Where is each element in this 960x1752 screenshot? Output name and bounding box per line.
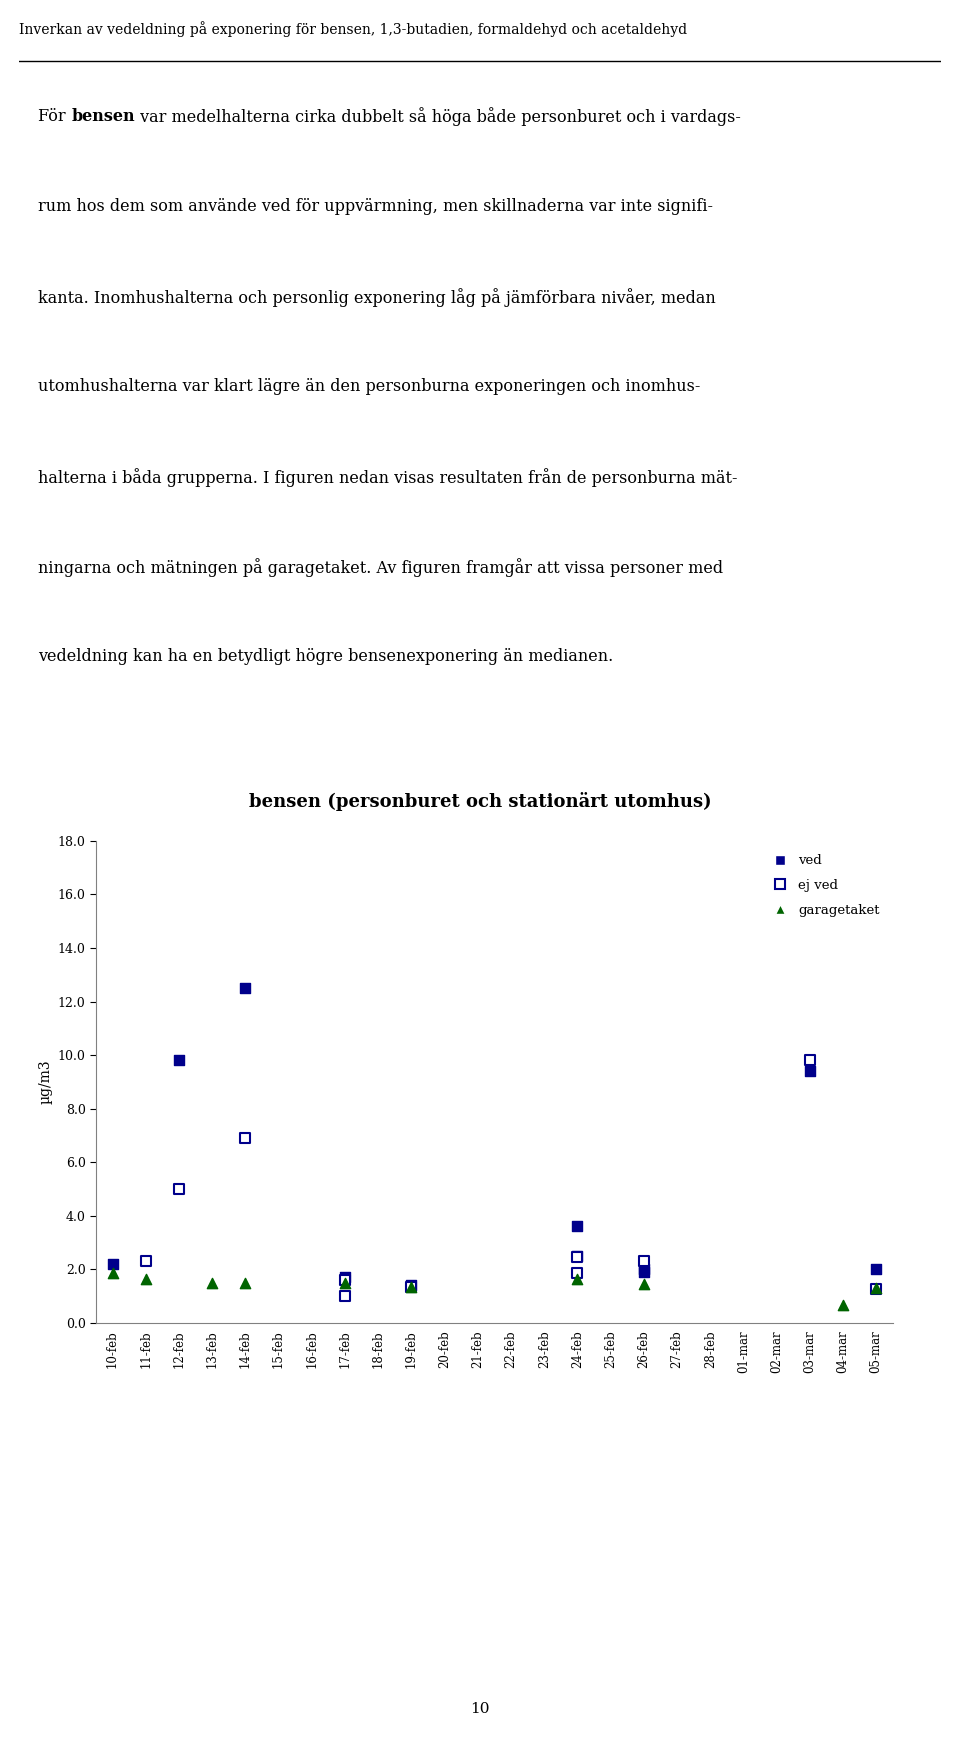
Point <box>803 1046 818 1074</box>
Point <box>105 1249 120 1277</box>
Point <box>238 1125 253 1153</box>
Point <box>803 1056 818 1084</box>
Text: halterna i båda grupperna. I figuren nedan visas resultaten från de personburna : halterna i båda grupperna. I figuren ned… <box>38 468 738 487</box>
Text: För: För <box>38 107 71 124</box>
Point <box>138 1265 154 1293</box>
Point <box>404 1272 420 1300</box>
Point <box>636 1258 652 1286</box>
Point <box>869 1254 884 1282</box>
Point <box>337 1268 352 1296</box>
Point <box>337 1267 352 1295</box>
Point <box>569 1242 585 1270</box>
Text: vedeldning kan ha en betydligt högre bensenexponering än medianen.: vedeldning kan ha en betydligt högre ben… <box>38 648 613 666</box>
Point <box>569 1244 585 1272</box>
Point <box>569 1260 585 1288</box>
Text: kanta. Inomhushalterna och personlig exponering låg på jämförbara nivåer, medan: kanta. Inomhushalterna och personlig exp… <box>38 287 716 307</box>
Point <box>337 1282 352 1310</box>
Point <box>105 1260 120 1288</box>
Point <box>569 1265 585 1293</box>
Text: bensen (personburet och stationärt utomhus): bensen (personburet och stationärt utomh… <box>249 792 711 811</box>
Point <box>171 1176 186 1204</box>
Text: ningarna och mätningen på garagetaket. Av figuren framgår att vissa personer med: ningarna och mätningen på garagetaket. A… <box>38 557 724 576</box>
Point <box>869 1274 884 1302</box>
Text: bensen: bensen <box>71 107 134 124</box>
Point <box>569 1212 585 1240</box>
Text: utomhushalterna var klart lägre än den personburna exponeringen och inomhus-: utomhushalterna var klart lägre än den p… <box>38 378 701 394</box>
Text: rum hos dem som använde ved för uppvärmning, men skillnaderna var inte signifi-: rum hos dem som använde ved för uppvärmn… <box>38 198 713 215</box>
Point <box>138 1247 154 1275</box>
Point <box>171 1046 186 1074</box>
Text: Inverkan av vedeldning på exponering för bensen, 1,3-butadien, formaldehyd och a: Inverkan av vedeldning på exponering för… <box>19 21 687 37</box>
Point <box>636 1270 652 1298</box>
Text: 10: 10 <box>470 1703 490 1715</box>
Point <box>337 1263 352 1291</box>
Point <box>204 1268 220 1296</box>
Point <box>636 1254 652 1282</box>
Text: var medelhalterna cirka dubbelt så höga både personburet och i vardags-: var medelhalterna cirka dubbelt så höga … <box>134 107 741 126</box>
Legend: ved, ej ved, garagetaket: ved, ej ved, garagetaket <box>760 848 886 923</box>
Point <box>404 1272 420 1300</box>
Point <box>636 1247 652 1275</box>
Y-axis label: µg/m3: µg/m3 <box>38 1060 52 1104</box>
Point <box>869 1275 884 1303</box>
Point <box>404 1272 420 1300</box>
Point <box>238 974 253 1002</box>
Point <box>238 1268 253 1296</box>
Point <box>835 1291 851 1319</box>
